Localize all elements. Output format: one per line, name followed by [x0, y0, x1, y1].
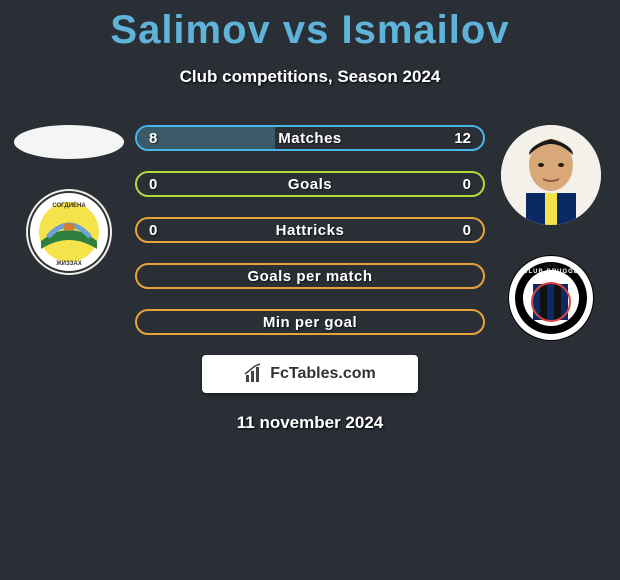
stat-bars: 8Matches120Goals00Hattricks0Goals per ma… — [135, 125, 485, 335]
stat-value-right: 0 — [463, 222, 471, 239]
player-photo-left — [14, 125, 124, 159]
club-badge-left-icon: СОГДИЁНА ЖИЗЗАХ — [26, 189, 112, 275]
stat-value-left: 8 — [149, 130, 157, 147]
svg-text:CLUB BRUGGE: CLUB BRUGGE — [523, 269, 579, 275]
stat-bar: 0Goals0 — [135, 171, 485, 197]
stat-value-right: 0 — [463, 176, 471, 193]
player-avatar-icon — [501, 125, 601, 225]
footer-date: 11 november 2024 — [0, 413, 620, 433]
stat-label: Goals per match — [137, 268, 483, 285]
page-title: Salimov vs Ismailov — [0, 0, 620, 53]
right-column: CLUB BRUGGE — [491, 125, 611, 341]
brand-badge: FcTables.com — [202, 355, 418, 393]
page-subtitle: Club competitions, Season 2024 — [0, 67, 620, 87]
stat-bar: 8Matches12 — [135, 125, 485, 151]
stat-label: Min per goal — [137, 314, 483, 331]
stat-label: Hattricks — [137, 222, 483, 239]
stat-label: Goals — [137, 176, 483, 193]
stat-value-right: 12 — [454, 130, 471, 147]
bar-chart-icon — [244, 363, 266, 385]
player-photo-right — [501, 125, 601, 225]
comparison-panel: СОГДИЁНА ЖИЗЗАХ 8Matches120Goals00Hattri… — [0, 125, 620, 341]
stat-fill-left — [137, 127, 275, 149]
club-badge-right-icon: CLUB BRUGGE — [508, 255, 594, 341]
svg-text:ЖИЗЗАХ: ЖИЗЗАХ — [55, 261, 82, 267]
club-logo-left: СОГДИЁНА ЖИЗЗАХ — [26, 189, 112, 275]
stat-bar: 0Hattricks0 — [135, 217, 485, 243]
svg-text:СОГДИЁНА: СОГДИЁНА — [52, 202, 86, 209]
stat-bar: Min per goal — [135, 309, 485, 335]
stat-bar: Goals per match — [135, 263, 485, 289]
stat-value-left: 0 — [149, 222, 157, 239]
club-logo-right: CLUB BRUGGE — [508, 255, 594, 341]
stat-value-left: 0 — [149, 176, 157, 193]
brand-text: FcTables.com — [270, 365, 376, 383]
left-column: СОГДИЁНА ЖИЗЗАХ — [9, 125, 129, 275]
